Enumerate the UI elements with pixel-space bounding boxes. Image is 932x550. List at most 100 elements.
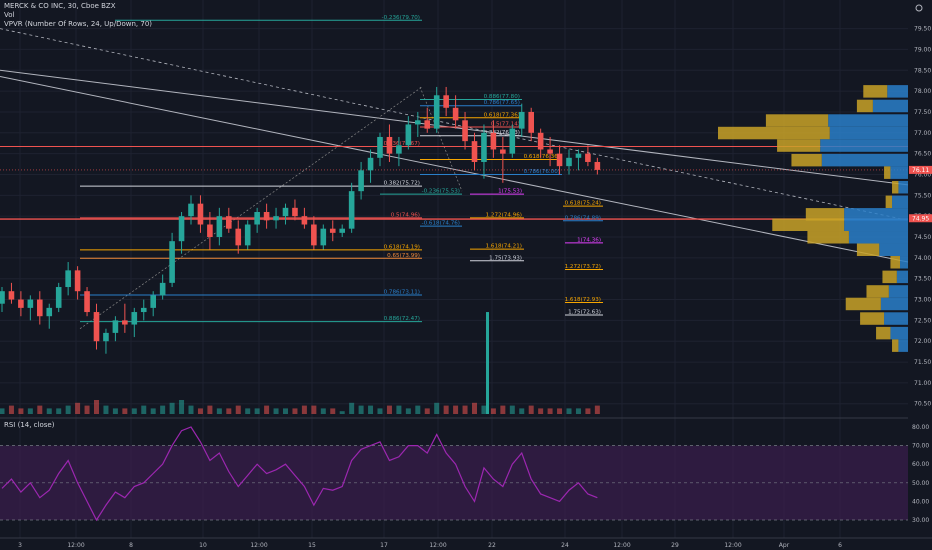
- vpvr-down-bar: [860, 312, 885, 325]
- candle-body: [235, 228, 242, 246]
- vpvr-down-bar: [876, 326, 891, 340]
- fib-level-label: 1(75.53): [498, 189, 522, 195]
- volume-bar: [462, 405, 468, 414]
- volume-bar: [519, 408, 525, 414]
- volume-bar: [509, 405, 515, 414]
- fib-level-label: 0.382(76.93): [484, 130, 520, 136]
- candle-body: [348, 191, 355, 229]
- volume-bar: [84, 405, 90, 414]
- fib-level-label: -0.236(79.70): [382, 15, 420, 21]
- time-tick-label: 8: [129, 542, 133, 549]
- rsi-tick-label: 80.00: [912, 424, 929, 431]
- vpvr-up-bar: [848, 231, 908, 244]
- volume-bar: [18, 408, 24, 414]
- volume-bar: [283, 408, 288, 414]
- vpvr-up-bar: [828, 114, 908, 127]
- time-tick-label: Apr: [779, 542, 790, 549]
- volume-bar: [141, 405, 147, 414]
- price-tick-label: 77.50: [914, 109, 931, 116]
- candle-body: [396, 145, 402, 154]
- vpvr-down-bar: [718, 126, 830, 140]
- vpvr-down-bar: [863, 85, 888, 98]
- price-tick-label: 72.50: [914, 317, 931, 324]
- volume-bar: [320, 408, 326, 414]
- candle-body: [528, 111, 534, 133]
- fib-level-label: 1.618(72.93): [565, 297, 601, 303]
- fib-level-label: 0.65(73.99): [387, 253, 420, 259]
- trend-line-upper: [0, 69, 909, 186]
- candle-body: [462, 120, 468, 142]
- fib-level-label: 1.272(74.96): [486, 212, 522, 218]
- volume-bar: [75, 402, 81, 414]
- symbol-title: MERCK & CO INC, 30, Cboe BZX: [4, 2, 116, 10]
- price-tick-label: 74.00: [914, 255, 931, 262]
- volume-bar: [8, 405, 14, 414]
- fib-level-label: 0.618(75.24): [565, 201, 601, 207]
- time-tick-label: 12:00: [613, 542, 630, 549]
- volume-bar: [46, 408, 52, 414]
- volume-bar: [122, 408, 128, 414]
- time-tick-label: 17: [380, 542, 388, 549]
- time-tick-label: 15: [308, 542, 316, 549]
- vpvr-down-bar: [772, 218, 845, 232]
- price-tick-label: 71.00: [914, 380, 931, 387]
- vpvr-down-bar: [892, 180, 899, 194]
- volume-bar: [538, 408, 544, 414]
- candle-body: [273, 216, 279, 221]
- candle-body: [122, 320, 128, 325]
- volume-bar: [386, 405, 392, 414]
- volume-bar: [349, 402, 355, 414]
- candle-body: [594, 161, 601, 170]
- volume-bar: [339, 411, 345, 414]
- candle-body: [169, 241, 175, 283]
- candle-body: [509, 128, 516, 154]
- vpvr-up-bar: [898, 339, 908, 352]
- candle-body: [292, 207, 298, 217]
- candle-body: [500, 149, 506, 154]
- volume-legend: Vol: [4, 11, 15, 19]
- candle-body: [424, 120, 431, 129]
- fib-level-label: 1.75(72.63): [568, 309, 601, 315]
- candle-body: [537, 132, 544, 150]
- vpvr-down-bar: [892, 339, 899, 352]
- vpvr-up-bar: [884, 312, 908, 325]
- volume-bar: [557, 408, 563, 414]
- trend-line-lower: [0, 76, 909, 263]
- volume-bar: [150, 408, 156, 414]
- volume-bar: [169, 402, 175, 414]
- volume-bar: [37, 405, 43, 414]
- time-tick-label: 12:00: [724, 542, 741, 549]
- vpvr-up-bar: [844, 218, 908, 232]
- candle-body: [518, 111, 525, 129]
- volume-bar: [94, 400, 99, 414]
- volume-bar: [415, 405, 421, 414]
- fib-anchor-line: [79, 86, 423, 330]
- vpvr-up-bar: [890, 166, 908, 179]
- candle-body: [585, 153, 591, 162]
- candle-body: [18, 299, 24, 308]
- vpvr-up-bar: [888, 285, 908, 298]
- time-tick-label: 10: [199, 542, 207, 549]
- price-tick-label: 73.00: [914, 297, 931, 304]
- candle-body: [226, 216, 232, 229]
- volume-bar: [112, 408, 118, 414]
- fib-level-label: -0.618(74.76): [422, 221, 460, 227]
- fib-level-label: 1(74.36): [577, 237, 601, 243]
- candle-body: [254, 212, 260, 225]
- fib-level-label: 0.786(76.00): [524, 169, 560, 175]
- candle-body: [282, 207, 289, 217]
- fib-level-label: 1.272(73.72): [565, 264, 601, 270]
- volume-bar: [235, 405, 241, 414]
- candle-body: [8, 291, 15, 300]
- volume-bar: [330, 408, 336, 414]
- vpvr-down-bar: [805, 208, 845, 221]
- vpvr-up-bar: [898, 180, 908, 194]
- vpvr-up-bar: [880, 297, 908, 311]
- vpvr-down-bar: [765, 114, 829, 127]
- vpvr-down-bar: [885, 195, 893, 209]
- candle-body: [575, 153, 582, 158]
- volume-bar: [368, 405, 374, 414]
- fib-level-label: 0.618(77.36): [484, 112, 520, 118]
- fib-level-label: 0.5(74.96): [391, 212, 420, 218]
